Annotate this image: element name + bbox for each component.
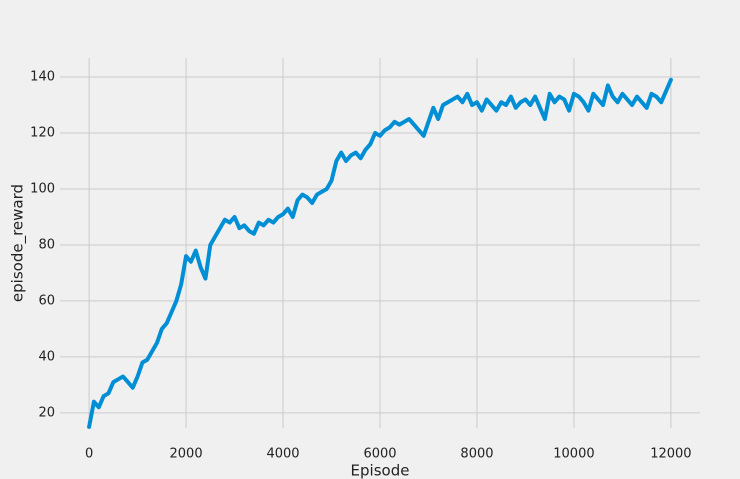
y-axis-label: episode_reward <box>9 184 28 302</box>
y-tick-label: 80 <box>38 237 55 252</box>
x-tick-label: 2000 <box>170 447 203 462</box>
data-line <box>87 77 673 429</box>
y-tick-label: 140 <box>30 70 55 85</box>
y-tick-label: 60 <box>38 293 55 308</box>
y-tick-label: 20 <box>38 405 55 420</box>
x-tick-label: 8000 <box>460 447 493 462</box>
x-tick-label: 12000 <box>650 447 691 462</box>
x-tick-label: 4000 <box>266 447 299 462</box>
x-axis-label: Episode <box>351 462 410 479</box>
x-tick-label: 6000 <box>363 447 396 462</box>
y-tick-label: 100 <box>30 181 55 196</box>
y-tick-label: 40 <box>38 349 55 364</box>
x-tick-label: 0 <box>85 447 93 462</box>
x-tick-label: 10000 <box>553 447 594 462</box>
y-tick-label: 120 <box>30 126 55 141</box>
